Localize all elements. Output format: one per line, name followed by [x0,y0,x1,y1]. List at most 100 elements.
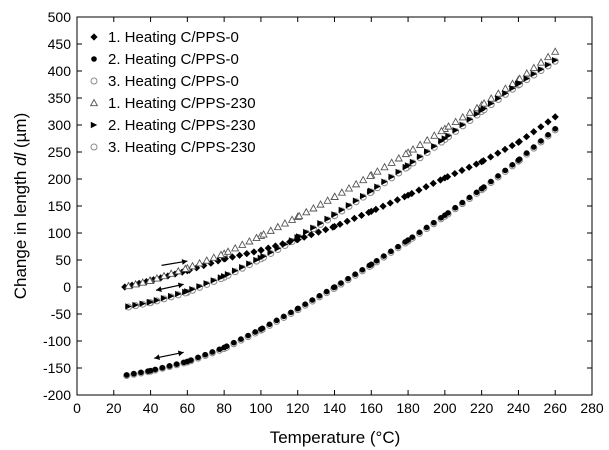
data-point [552,57,559,64]
data-point-dense [309,297,316,303]
data-point-dense [465,163,473,171]
data-point-dense [459,121,466,129]
data-point-dense [523,75,530,82]
data-point-dense [359,267,366,273]
data-point-dense [203,280,210,287]
data-point-dense [402,239,409,245]
data-point-dense [178,268,186,276]
data-point-dense [195,354,201,361]
data-point-dense [394,153,403,162]
data-point-dense [310,224,317,231]
x-tick-label: 140 [323,400,347,416]
data-point-dense [239,263,246,271]
data-point-dense [159,271,169,280]
data-point-dense [322,226,330,234]
y-tick-label: 500 [48,9,72,25]
x-axis-title: Temperature (°C) [270,428,401,447]
data-point-dense [544,118,552,126]
data-point-dense [395,243,401,250]
data-point-dense [217,274,225,281]
x-tick-label: 160 [360,400,384,416]
data-point-dense [159,364,166,371]
data-point-dense [543,52,553,61]
data-point-dense [494,89,503,97]
data-point-dense [495,95,502,102]
series-5-markers [125,57,559,310]
data-point-dense [522,133,531,141]
data-point-dense [408,189,416,198]
data-point-dense [423,224,430,231]
data-point-dense [160,294,168,302]
data-point-dense [466,116,474,123]
data-point-dense [267,249,274,256]
legend-label-6: 3. Heating C/PPS-230 [108,139,256,156]
data-point-dense [367,188,374,195]
data-point-dense [401,149,411,158]
data-point-dense [344,183,354,192]
data-point-dense [189,286,196,293]
x-tick-label: 220 [470,400,494,416]
data-point-dense [452,127,459,134]
data-point-dense [200,261,208,270]
data-point [125,303,132,310]
data-point-dense [145,368,151,374]
legend-label-3: 3. Heating C/PPS-0 [108,73,239,90]
data-point-dense [444,122,453,130]
data-point-dense [352,271,359,278]
data-point-dense [245,332,251,339]
y-tick-label: -50 [51,306,71,322]
data-point-dense [209,349,216,355]
data-point-dense [174,266,183,275]
x-tick-label: 80 [216,400,232,416]
x-tick-label: 20 [106,400,122,416]
data-point-dense [516,79,523,87]
data-point-dense [231,243,240,252]
data-point-dense [530,70,538,78]
data-point-dense [422,183,430,191]
data-point-dense [223,343,230,350]
data-point [551,113,559,121]
data-point-dense [458,112,467,121]
data-point-dense [295,233,303,240]
data-point-dense [139,300,146,307]
y-tick-label: 0 [63,279,71,295]
y-tick-label: 300 [48,117,72,133]
data-point-dense [430,219,437,226]
data-point-dense [314,228,323,236]
data-point-dense [415,140,425,148]
data-point-dense [128,281,136,289]
data-point-dense [288,237,296,244]
data-point-dense [487,94,496,102]
data-point-dense [338,206,346,214]
data-point-dense [501,84,510,92]
data-point-dense [452,204,459,211]
data-point-dense [480,184,487,190]
y-tick-label: -150 [43,360,71,376]
data-point-dense [330,192,339,200]
data-point-dense [138,278,147,286]
x-tick-label: 280 [580,400,604,416]
data-point-dense [142,277,150,286]
data-point-dense [366,171,375,179]
data-point-dense [243,250,251,258]
data-point-dense [167,292,175,300]
data-point-dense [359,175,368,184]
data-point-dense [153,297,161,304]
data-point-dense [323,196,332,204]
direction-arrow-head [181,259,188,265]
data-point-dense [235,251,244,259]
data-point-dense [445,132,452,139]
data-point-dense [488,178,494,185]
data-point-dense [495,173,501,179]
data-point-dense [359,192,367,200]
y-tick-label: 200 [48,171,72,187]
y-axis-title-var: dl [11,152,30,166]
y-tick-label: 250 [48,144,72,160]
legend-label-2: 2. Heating C/PPS-0 [108,51,239,68]
data-point-dense [408,145,418,153]
data-point-dense [515,74,524,82]
y-tick-label: -100 [43,333,71,349]
data-point-dense [381,178,388,185]
data-point-dense [466,194,473,201]
data-point-dense [400,193,409,201]
